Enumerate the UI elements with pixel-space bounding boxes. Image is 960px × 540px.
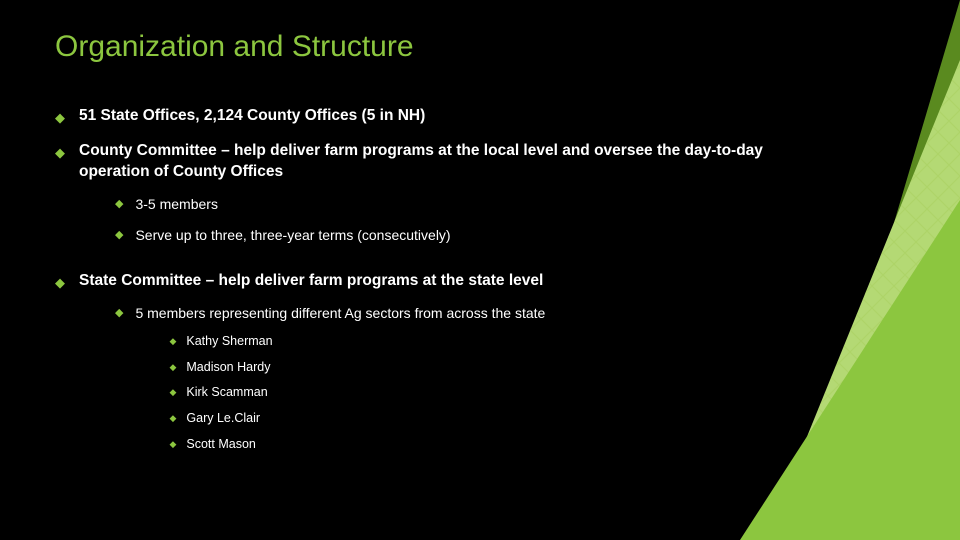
list-item-text: 3-5 members [135, 195, 217, 214]
list-item: ◆ County Committee – help deliver farm p… [55, 141, 835, 257]
bullet-marker-icon: ◆ [169, 359, 176, 374]
list-item: ◆ 51 State Offices, 2,124 County Offices… [55, 106, 835, 127]
list-item-text: 5 members representing different Ag sect… [135, 305, 545, 321]
bullet-marker-icon: ◆ [55, 141, 65, 162]
list-item: ◆ Kathy Sherman [169, 333, 835, 350]
bullet-marker-icon: ◆ [169, 333, 176, 348]
bullet-marker-icon: ◆ [115, 195, 123, 212]
list-item: ◆ 5 members representing different Ag se… [115, 304, 835, 462]
list-item: ◆ Kirk Scamman [169, 384, 835, 401]
slide-content: ◆ 51 State Offices, 2,124 County Offices… [55, 106, 835, 474]
list-item-text: County Committee – help deliver farm pro… [79, 142, 763, 180]
slide-title: Organization and Structure [55, 30, 910, 64]
bullet-marker-icon: ◆ [115, 226, 123, 243]
list-item-text: Gary Le.Clair [186, 410, 260, 427]
list-item-text: Kirk Scamman [186, 384, 267, 401]
list-item-text: Serve up to three, three-year terms (con… [135, 226, 450, 245]
list-item-text: State Committee – help deliver farm prog… [79, 272, 543, 289]
bullet-list-lvl3: ◆ Kathy Sherman ◆ Madison Hardy ◆ [169, 333, 835, 453]
bullet-marker-icon: ◆ [115, 304, 123, 321]
bullet-marker-icon: ◆ [169, 436, 176, 451]
list-item: ◆ State Committee – help deliver farm pr… [55, 271, 835, 474]
bullet-marker-icon: ◆ [169, 410, 176, 425]
list-item-text: 51 State Offices, 2,124 County Offices (… [79, 106, 425, 127]
list-item-text: Madison Hardy [186, 359, 270, 376]
bullet-list-lvl2: ◆ 3-5 members ◆ Serve up to three, three… [115, 195, 835, 245]
slide: Organization and Structure ◆ 51 State Of… [0, 0, 960, 540]
list-item-text: Scott Mason [186, 436, 255, 453]
bullet-marker-icon: ◆ [169, 384, 176, 399]
list-item: ◆ Gary Le.Clair [169, 410, 835, 427]
list-item: ◆ 3-5 members [115, 195, 835, 214]
bullet-marker-icon: ◆ [55, 271, 65, 292]
list-item: ◆ Scott Mason [169, 436, 835, 453]
list-item-text: Kathy Sherman [186, 333, 272, 350]
bullet-list-lvl1: ◆ 51 State Offices, 2,124 County Offices… [55, 106, 835, 474]
list-item: ◆ Serve up to three, three-year terms (c… [115, 226, 835, 245]
bullet-list-lvl2: ◆ 5 members representing different Ag se… [115, 304, 835, 462]
list-item: ◆ Madison Hardy [169, 359, 835, 376]
bullet-marker-icon: ◆ [55, 106, 65, 127]
